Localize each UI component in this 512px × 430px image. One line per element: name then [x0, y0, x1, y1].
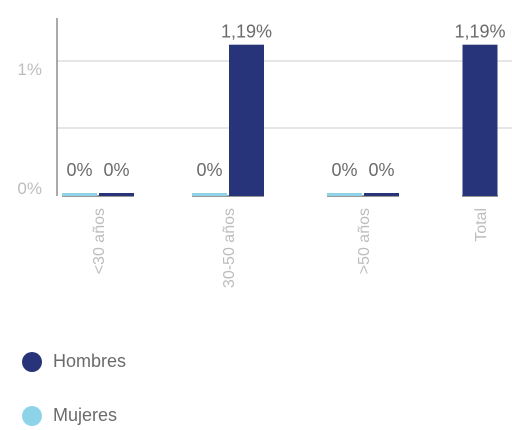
bar-mujeres-1	[192, 193, 227, 196]
mujeres-swatch	[22, 405, 42, 426]
data-label-mujeres-0: 0%	[66, 160, 92, 180]
hombres-swatch	[22, 351, 42, 372]
y-tick-label-0: 0%	[17, 179, 42, 198]
legend-item-hombres: Hombres	[22, 351, 126, 372]
x-tick-label-1: 30-50 años	[221, 208, 238, 288]
bar-hombres-3	[462, 44, 498, 197]
bar-mujeres-2	[327, 193, 362, 196]
data-labels-layer: 0% 0% 0% 1,19% 0% 0% 1,19%	[66, 22, 505, 180]
y-tick-label-1: 1%	[17, 60, 42, 79]
x-tick-label-0: <30 años	[91, 208, 108, 274]
bars-layer	[62, 44, 498, 197]
legend-label-mujeres: Mujeres	[53, 405, 118, 425]
data-label-hombres-1: 1,19%	[221, 22, 272, 42]
legend-item-mujeres: Mujeres	[22, 405, 117, 426]
bar-hombres-0	[99, 193, 134, 196]
bar-mujeres-0	[62, 193, 97, 196]
data-label-hombres-2: 0%	[368, 160, 394, 180]
bar-hombres-2	[364, 193, 399, 196]
legend-label-hombres: Hombres	[53, 351, 127, 371]
bar-hombres-1	[229, 44, 264, 197]
x-tick-label-2: >50 años	[356, 208, 373, 274]
tick-labels-layer: 0% 1% <30 años 30-50 años >50 años Total	[17, 60, 490, 288]
x-tick-label-3: Total	[473, 208, 490, 242]
data-label-mujeres-2: 0%	[331, 160, 357, 180]
bar-chart: 0% 0% 0% 1,19% 0% 0% 1,19% 0% 1% <30 años 30-50 a…	[17, 18, 512, 288]
data-label-hombres-3: 1,19%	[454, 22, 505, 42]
data-label-mujeres-1: 0%	[196, 160, 222, 180]
data-label-hombres-0: 0%	[103, 160, 129, 180]
